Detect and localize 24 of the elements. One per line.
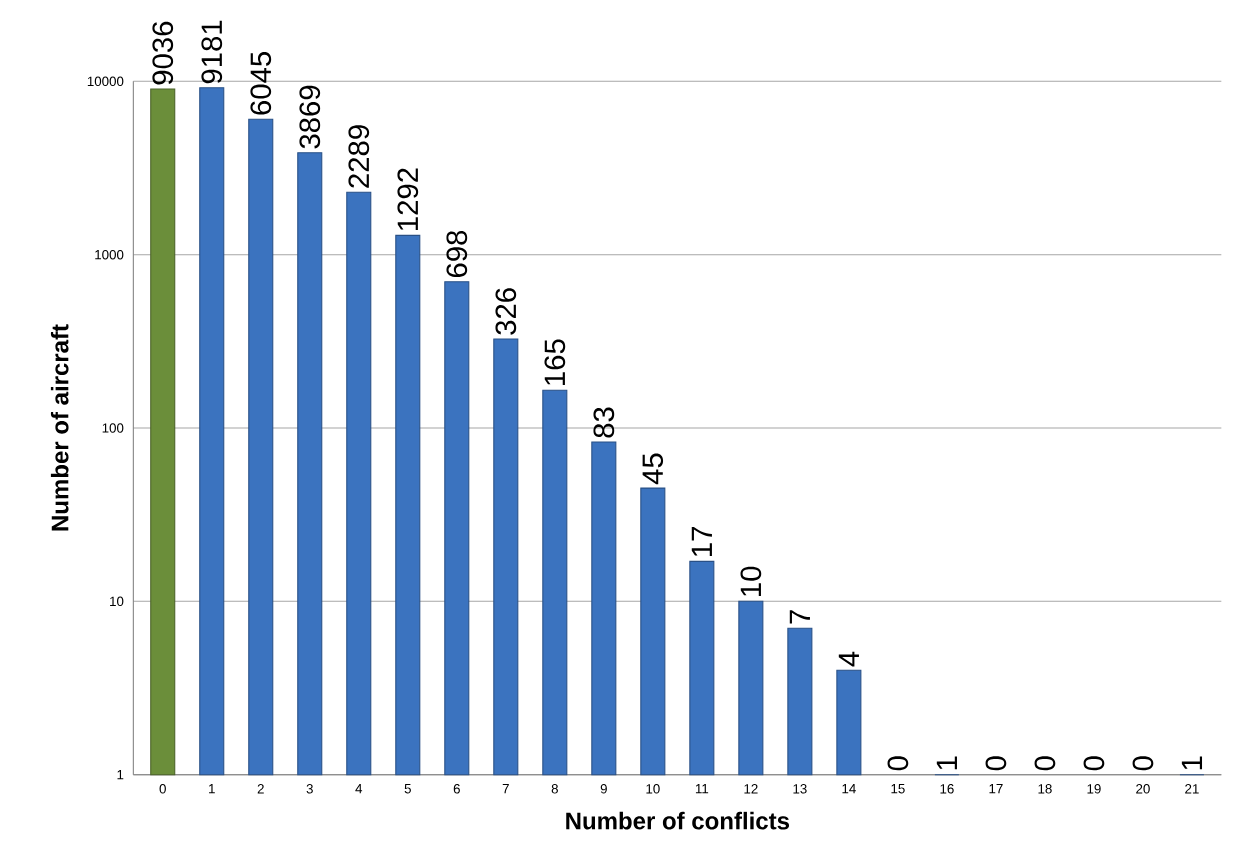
data-label: 698 — [446, 230, 468, 278]
data-label: 4 — [838, 651, 859, 667]
text: 0 — [887, 756, 909, 771]
text: 0 — [1034, 756, 1056, 771]
data-label: 3869 — [299, 85, 321, 149]
data-label: 17 — [691, 527, 712, 556]
data-label: 10 — [740, 566, 762, 596]
text: 0 — [1083, 756, 1105, 771]
data-label: 326 — [495, 288, 517, 335]
text: 0 — [985, 756, 1007, 771]
data-label: 9036 — [152, 21, 174, 85]
data-label: 2289 — [348, 125, 370, 188]
data-label: 6045 — [250, 52, 272, 115]
data-label: 1292 — [397, 168, 419, 230]
y-axis-title: Number of aircraft — [50, 324, 69, 531]
data-label: 7 — [789, 610, 810, 624]
data-label: 9181 — [201, 20, 223, 84]
data-label: 1 — [936, 756, 957, 770]
data-label: 83 — [593, 407, 615, 438]
data-label: 45 — [642, 453, 664, 485]
x-axis-title: Number of conflicts — [566, 811, 790, 830]
data-label: 165 — [544, 339, 566, 385]
data-label: 1 — [1181, 756, 1203, 770]
text: 0 — [1132, 756, 1154, 771]
